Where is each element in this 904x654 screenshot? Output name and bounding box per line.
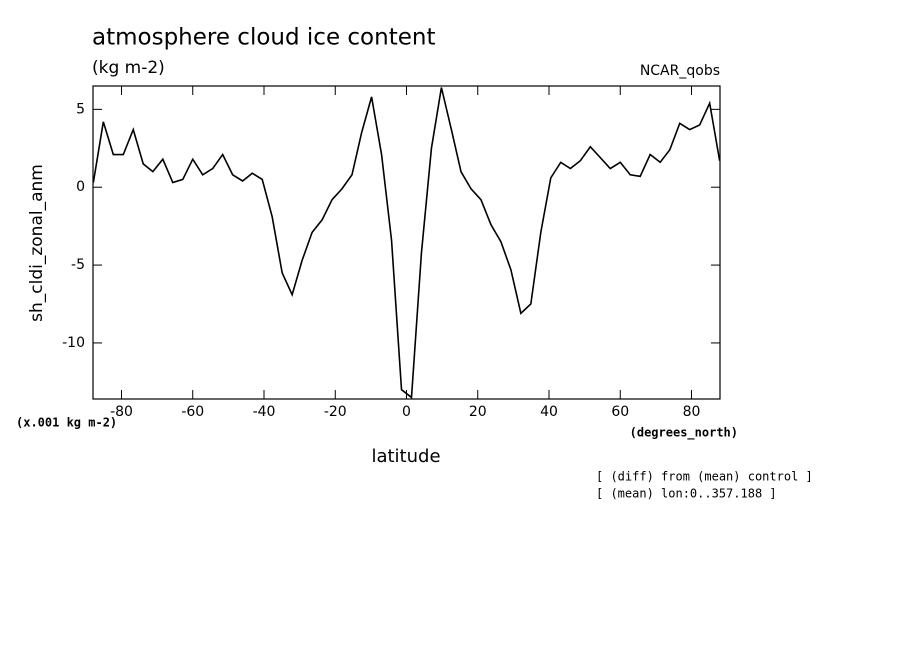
x-tick-label: 0 <box>402 404 411 420</box>
y-tick-label: -10 <box>62 335 85 351</box>
y-tick-label: 5 <box>76 101 85 117</box>
annotation: [ (mean) lon:0..357.188 ] <box>596 487 777 501</box>
source-label: NCAR_qobs <box>640 63 720 79</box>
chart-subtitle: (kg m-2) <box>92 58 165 78</box>
x-tick-label: -40 <box>253 404 276 420</box>
y-units: (x.001 kg m-2) <box>16 416 117 430</box>
plot-frame <box>92 85 721 400</box>
y-tick-label: 0 <box>76 179 85 195</box>
x-axis-label: latitude <box>371 446 440 467</box>
y-tick-label: -5 <box>71 257 85 273</box>
x-tick-label: -60 <box>181 404 204 420</box>
x-tick-label: 40 <box>540 404 558 420</box>
x-tick-label: -80 <box>110 404 133 420</box>
annotation: [ (diff) from (mean) control ] <box>596 470 813 484</box>
x-tick-label: 60 <box>611 404 629 420</box>
chart-title: atmosphere cloud ice content <box>92 25 435 51</box>
data-line <box>92 87 721 400</box>
x-tick-label: 80 <box>683 404 701 420</box>
y-axis-label: sh_cldi_zonal_anm <box>27 164 47 322</box>
x-tick-label: 20 <box>469 404 487 420</box>
x-units: (degrees_north) <box>630 426 738 441</box>
x-tick-label: -20 <box>324 404 347 420</box>
